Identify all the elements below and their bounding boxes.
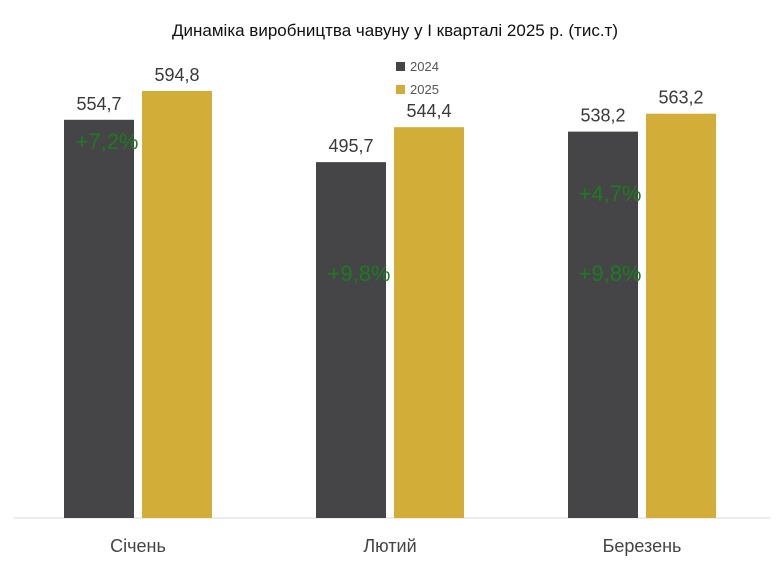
legend-swatch-2025 [396,85,405,94]
growth-annotation-february: +9,8% [328,261,391,286]
legend-label-2025: 2025 [410,82,439,97]
bars [64,91,716,518]
category-label-march: Березень [603,536,682,556]
category-label-february: Лютий [363,536,416,556]
bar-2025-march [646,113,716,518]
legend-swatch-2024 [396,62,405,71]
bar-2025-january [142,91,212,518]
growth-annotation-march: +4,7% [579,181,642,206]
bar-2024-february [316,162,386,518]
category-labels: Січень Лютий Березень [110,536,681,556]
legend-label-2024: 2024 [410,59,439,74]
value-label-2024-march: 538,2 [580,106,625,126]
value-label-2025-march: 563,2 [658,88,703,108]
bar-2025-february [394,127,464,518]
value-label-2024-january: 554,7 [76,94,121,114]
value-label-2024-february: 495,7 [328,136,373,156]
value-label-2025-january: 594,8 [154,65,199,85]
category-label-january: Січень [110,536,166,556]
growth-annotations: +7,2% +9,8% +4,7% +9,8% [76,129,642,286]
growth-annotation-january: +7,2% [76,129,139,154]
bar-2024-january [64,119,134,518]
bar-2024-march [568,131,638,518]
growth-annotation-march-overlap: +9,8% [579,261,642,286]
chart-title: Динаміка виробництва чавуну у І кварталі… [172,21,618,40]
legend: 2024 2025 [396,59,439,97]
value-labels: 554,7 594,8 495,7 544,4 538,2 563,2 [76,65,703,156]
value-label-2025-february: 544,4 [406,101,451,121]
